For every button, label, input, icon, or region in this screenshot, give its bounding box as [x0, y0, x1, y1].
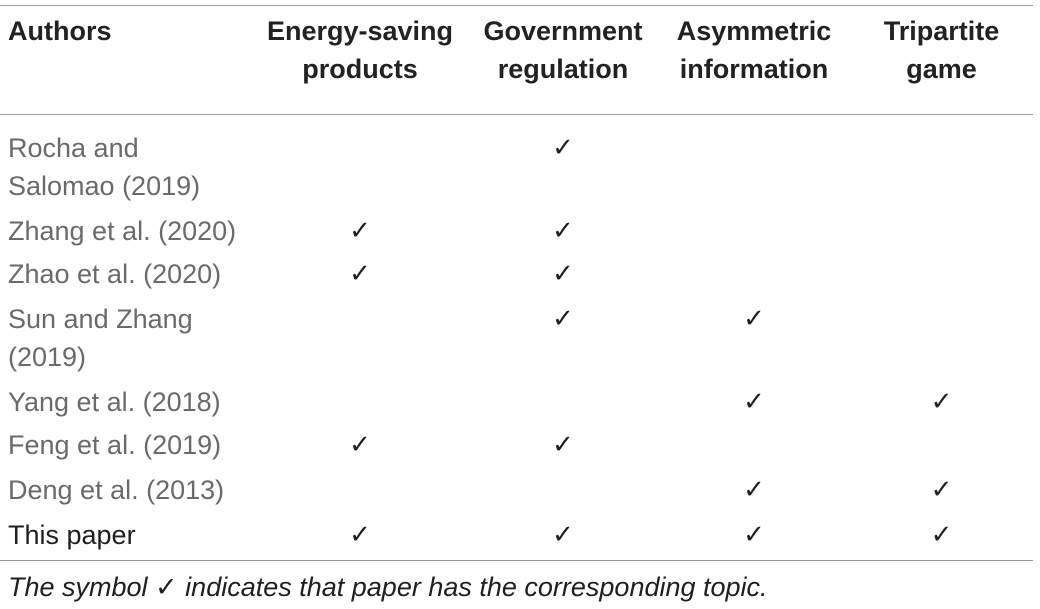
checkmark-icon: ✓ — [552, 216, 574, 246]
author-cell: Deng et al. (2013) — [8, 475, 225, 505]
checkmark-icon: ✓ — [552, 430, 574, 460]
checkmark-icon: ✓ — [552, 133, 574, 163]
empty-cell — [850, 426, 1033, 471]
author-cell: Feng et al. (2019) — [8, 430, 222, 460]
header-asymmetric-information: Asymmetric information — [676, 16, 832, 84]
checkmark-icon: ✓ — [552, 304, 574, 334]
header-rule — [0, 114, 1033, 115]
top-rule — [0, 5, 1033, 6]
checkmark-icon: ✓ — [349, 259, 371, 289]
checkmark-icon: ✓ — [743, 387, 765, 417]
empty-cell — [658, 114, 850, 212]
table-row: Yang et al. (2018) ✓ ✓ — [0, 383, 1033, 426]
checkmark-icon: ✓ — [930, 387, 953, 417]
literature-comparison-table: Authors Energy-saving products Governmen… — [0, 12, 1033, 559]
checkmark-icon: ✓ — [349, 520, 371, 550]
empty-cell — [658, 212, 850, 255]
header-energy-saving-products: Energy-saving products — [266, 16, 454, 84]
bottom-rule — [0, 560, 1033, 561]
table-row: Deng et al. (2013) ✓ ✓ — [0, 471, 1033, 516]
table-row: Rocha and Salomao (2019) ✓ — [0, 114, 1033, 212]
empty-cell — [252, 300, 468, 383]
checkmark-icon: ✓ — [743, 475, 765, 505]
checkmark-icon: ✓ — [552, 520, 574, 550]
checkmark-icon: ✓ — [743, 304, 765, 334]
empty-cell — [252, 114, 468, 212]
table-row: This paper ✓ ✓ ✓ ✓ — [0, 516, 1033, 559]
empty-cell — [468, 383, 658, 426]
table-row: Sun and Zhang (2019) ✓ ✓ — [0, 300, 1033, 383]
empty-cell — [658, 255, 850, 300]
checkmark-icon: ✓ — [930, 475, 953, 505]
header-authors: Authors — [8, 16, 112, 46]
header-tripartite-game: Tripartite game — [883, 16, 1000, 84]
empty-cell — [850, 255, 1033, 300]
author-cell: Yang et al. (2018) — [8, 387, 221, 417]
table-footnote: The symbol ✓ indicates that paper has th… — [8, 572, 768, 602]
author-cell: Sun and Zhang (2019) — [8, 304, 193, 372]
empty-cell — [850, 300, 1033, 383]
checkmark-icon: ✓ — [349, 430, 371, 460]
author-cell: Zhang et al. (2020) — [8, 216, 237, 246]
checkmark-icon: ✓ — [349, 216, 371, 246]
empty-cell — [658, 426, 850, 471]
empty-cell — [252, 471, 468, 516]
author-cell: Rocha and Salomao (2019) — [8, 133, 201, 201]
empty-cell — [850, 212, 1033, 255]
table-row: Zhao et al. (2020) ✓ ✓ — [0, 255, 1033, 300]
header-row: Authors Energy-saving products Governmen… — [0, 12, 1033, 114]
author-cell: This paper — [8, 520, 136, 550]
checkmark-icon: ✓ — [552, 259, 574, 289]
table-body: Rocha and Salomao (2019) ✓ Zhang et al. (2… — [0, 114, 1033, 559]
empty-cell — [252, 383, 468, 426]
checkmark-icon: ✓ — [930, 520, 953, 550]
checkmark-icon: ✓ — [743, 520, 765, 550]
header-government-regulation: Government regulation — [483, 16, 643, 84]
table-row: Feng et al. (2019) ✓ ✓ — [0, 426, 1033, 471]
table-row: Zhang et al. (2020) ✓ ✓ — [0, 212, 1033, 255]
empty-cell — [850, 114, 1033, 212]
author-cell: Zhao et al. (2020) — [8, 259, 222, 289]
empty-cell — [468, 471, 658, 516]
